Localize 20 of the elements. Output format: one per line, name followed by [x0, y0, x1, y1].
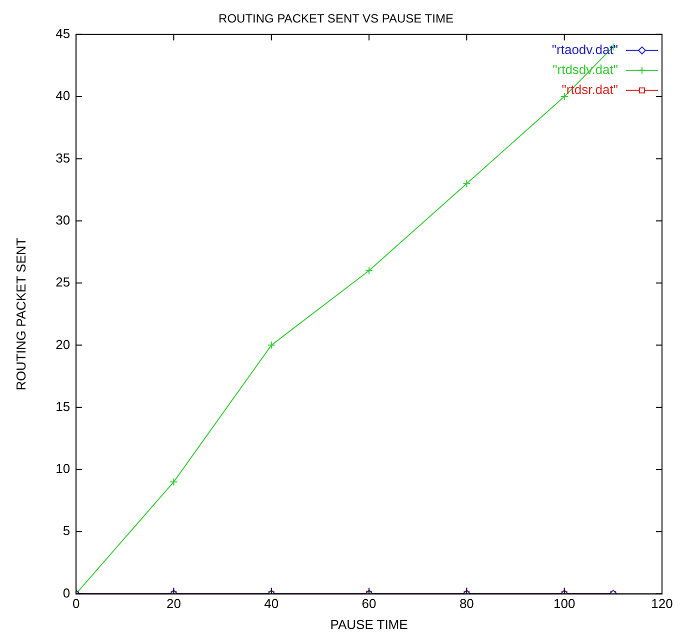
y-tick-label: 5 [62, 523, 70, 538]
x-tick-label: 80 [459, 596, 474, 612]
x-tick-label: 120 [651, 596, 673, 612]
chart-title: ROUTING PACKET SENT VS PAUSE TIME [218, 12, 454, 26]
y-tick-label: 40 [56, 88, 70, 104]
y-tick-label: 25 [56, 274, 70, 290]
y-tick-label: 30 [56, 212, 70, 228]
y-tick-label: 15 [56, 398, 70, 414]
y-tick-label: 20 [56, 336, 70, 352]
y-axis-title: ROUTING PACKET SENT [13, 238, 28, 390]
y-tick-label: 0 [62, 585, 70, 600]
x-tick-label: 100 [553, 596, 576, 612]
x-axis-title: PAUSE TIME [330, 616, 408, 632]
y-tick-label: 35 [56, 150, 70, 166]
x-tick-label: 0 [72, 596, 80, 612]
x-tick-label: 60 [362, 596, 376, 612]
x-tick-label: 40 [264, 596, 279, 612]
x-tick-label: 20 [166, 596, 181, 612]
y-tick-label: 10 [56, 461, 70, 476]
y-tick-label: 45 [56, 26, 70, 41]
